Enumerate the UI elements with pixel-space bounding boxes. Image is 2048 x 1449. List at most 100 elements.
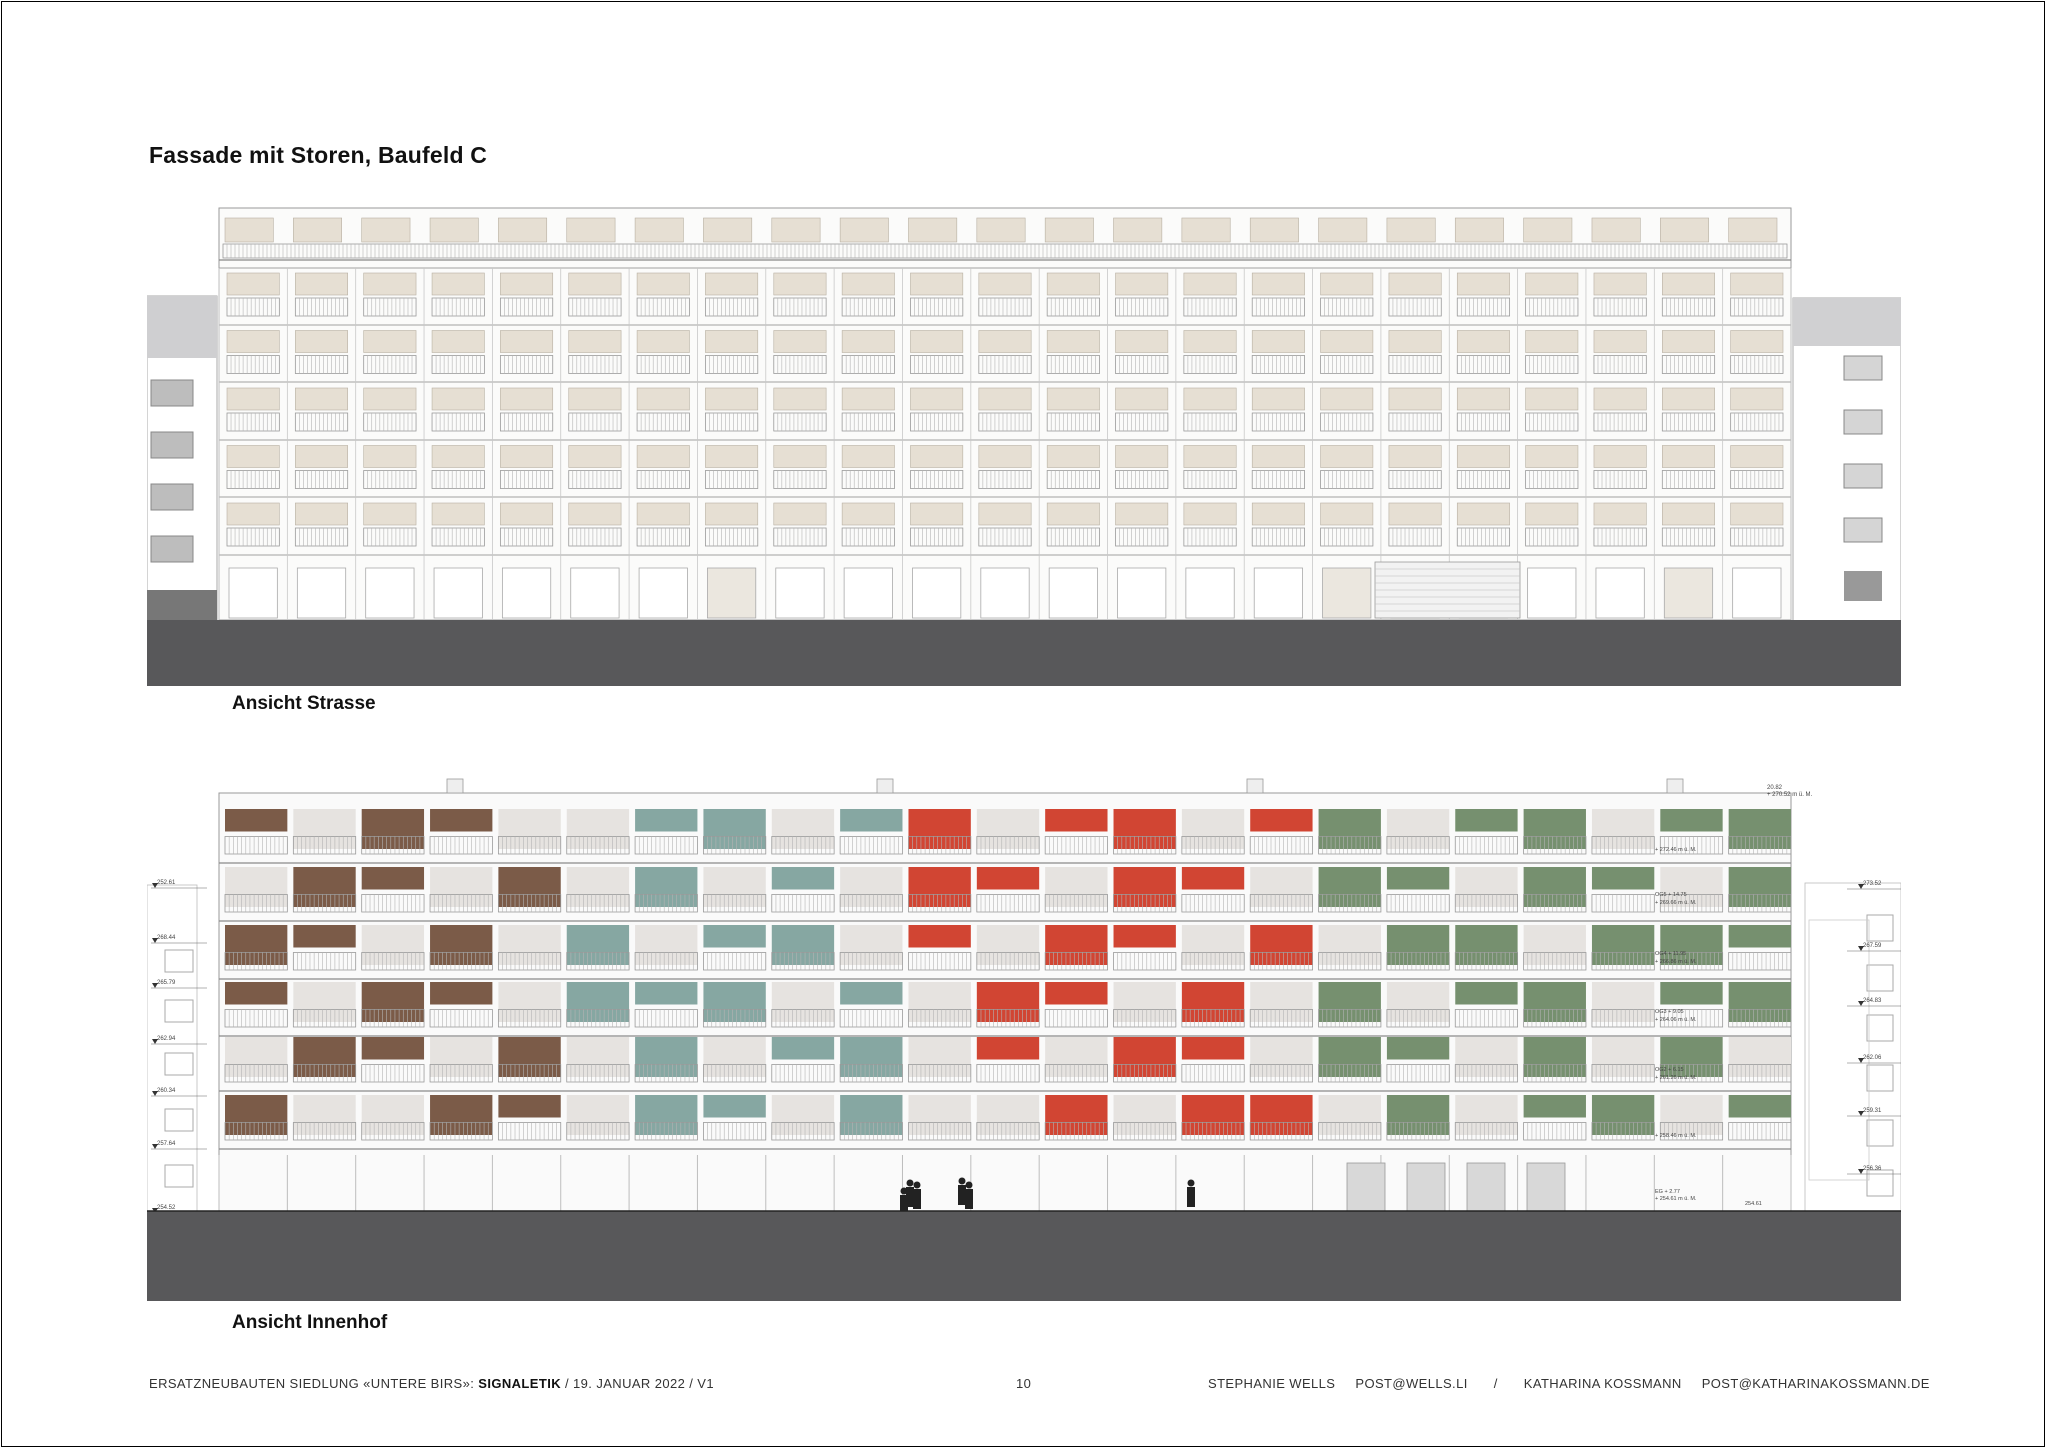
awning bbox=[1044, 217, 1094, 243]
sunshade-awning bbox=[1660, 809, 1723, 832]
balcony-railing bbox=[773, 470, 827, 489]
balcony-railing bbox=[1181, 894, 1245, 913]
facade-panel bbox=[771, 809, 835, 849]
sunshade-awning bbox=[1591, 925, 1655, 965]
facade-panel bbox=[1455, 867, 1518, 907]
balcony-railing bbox=[361, 952, 425, 971]
balcony-railing bbox=[363, 412, 417, 432]
balcony-railing bbox=[908, 836, 972, 855]
sunshade-awning bbox=[908, 925, 971, 948]
elevation-label: + 269.66 m ü. M. bbox=[1655, 900, 1697, 906]
stair-cylinder bbox=[1346, 1162, 1386, 1216]
facade-panel bbox=[293, 1095, 356, 1135]
elevation-label: + 254.61 m ü. M. bbox=[1655, 1196, 1697, 1202]
balcony-railing bbox=[1251, 412, 1305, 432]
awning bbox=[1593, 387, 1647, 411]
shop-window bbox=[912, 567, 962, 619]
awning bbox=[1388, 272, 1442, 296]
balcony-railing bbox=[361, 836, 425, 855]
awning bbox=[910, 502, 964, 526]
balcony-railing bbox=[841, 470, 895, 489]
footer-section: SIGNALETIK bbox=[478, 1376, 561, 1391]
awning bbox=[1730, 387, 1784, 411]
sunshade-awning bbox=[771, 1037, 835, 1060]
balcony-railing bbox=[1661, 412, 1716, 432]
awning bbox=[361, 217, 411, 243]
balcony-railing bbox=[499, 527, 554, 547]
facade-panel bbox=[908, 982, 971, 1022]
footer-credits: STEPHANIE WELLS POST@WELLS.LI / KATHARIN… bbox=[1208, 1376, 1930, 1391]
awning bbox=[1456, 272, 1510, 296]
balcony-railing bbox=[1523, 836, 1587, 855]
awning bbox=[978, 330, 1032, 353]
shop-window bbox=[1048, 567, 1098, 619]
balcony-railing bbox=[363, 470, 417, 489]
neighbour-window bbox=[1866, 914, 1894, 942]
balcony-railing bbox=[1044, 1009, 1108, 1028]
facade-panel bbox=[1318, 1095, 1381, 1135]
balcony-railing bbox=[1386, 1122, 1450, 1141]
awning bbox=[1320, 387, 1374, 411]
balcony-railing bbox=[908, 894, 972, 913]
balcony-railing bbox=[839, 894, 903, 913]
balcony-railing bbox=[910, 470, 964, 489]
awning bbox=[773, 445, 827, 468]
balcony-railing bbox=[910, 412, 964, 432]
shop-window bbox=[1117, 567, 1167, 619]
facade-panel bbox=[1386, 982, 1450, 1022]
awning bbox=[978, 387, 1032, 411]
balcony-railing bbox=[1249, 952, 1313, 971]
awning bbox=[1523, 217, 1573, 243]
attic-railing bbox=[222, 243, 1788, 259]
sunshade-awning bbox=[840, 1095, 903, 1135]
awning bbox=[910, 272, 964, 296]
shop-window bbox=[980, 567, 1030, 619]
balcony-railing bbox=[1113, 1009, 1177, 1028]
balcony-railing bbox=[363, 527, 417, 547]
awning bbox=[705, 502, 759, 526]
balcony-railing bbox=[1044, 1122, 1108, 1141]
balcony-railing bbox=[294, 297, 349, 317]
awning bbox=[1662, 330, 1715, 353]
sunshade-awning bbox=[1181, 1037, 1245, 1060]
footer-project-name: ERSATZNEUBAUTEN SIEDLUNG «UNTERE BIRS»: bbox=[149, 1376, 479, 1391]
facade-panel bbox=[498, 982, 561, 1022]
balcony-railing bbox=[1593, 412, 1647, 432]
balcony-railing bbox=[292, 894, 357, 913]
shop-window bbox=[1732, 567, 1782, 619]
awning bbox=[636, 330, 690, 353]
elevation-label: 273.52 bbox=[1863, 881, 1882, 887]
shop-window bbox=[501, 567, 552, 619]
awning bbox=[636, 387, 690, 411]
stair-cylinder bbox=[1406, 1162, 1446, 1216]
balcony-railing bbox=[1730, 470, 1784, 489]
balcony-railing bbox=[1730, 527, 1784, 547]
neighbour-window bbox=[1866, 1119, 1894, 1147]
elevation-label: 259.31 bbox=[1863, 1108, 1882, 1114]
balcony-railing bbox=[1115, 527, 1169, 547]
balcony-railing bbox=[1730, 297, 1784, 317]
sunshade-awning bbox=[703, 925, 766, 948]
facade-panel bbox=[498, 925, 561, 965]
balcony-railing bbox=[1593, 297, 1647, 317]
sunshade-awning bbox=[840, 982, 903, 1005]
balcony-railing bbox=[1593, 527, 1647, 547]
awning bbox=[568, 330, 622, 353]
balcony-railing bbox=[1115, 355, 1169, 374]
balcony-railing bbox=[703, 894, 767, 913]
awning bbox=[1251, 330, 1305, 353]
awning bbox=[295, 330, 348, 353]
awning bbox=[363, 502, 417, 526]
footer-email2: POST@KATHARINAKOSSMANN.DE bbox=[1701, 1376, 1930, 1391]
balcony-railing bbox=[499, 412, 554, 432]
sunshade-awning bbox=[1455, 925, 1518, 965]
balcony-railing bbox=[499, 297, 554, 317]
sunshade-awning bbox=[1660, 982, 1723, 1005]
balcony-railing bbox=[1318, 952, 1382, 971]
sunshade-awning bbox=[1728, 982, 1791, 1022]
balcony-railing bbox=[497, 894, 562, 913]
balcony-railing bbox=[1113, 1122, 1177, 1141]
balcony-railing bbox=[1456, 355, 1511, 374]
sunshade-awning bbox=[1523, 867, 1586, 907]
balcony-railing bbox=[1523, 952, 1587, 971]
